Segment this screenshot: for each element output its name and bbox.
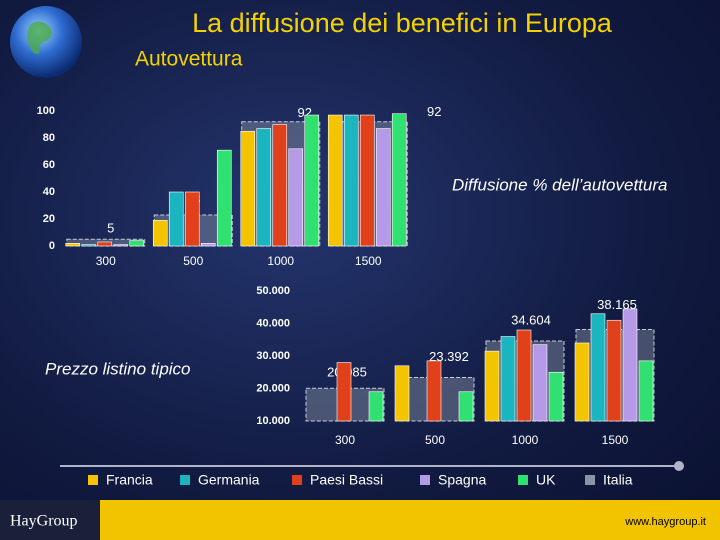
bar xyxy=(375,128,391,247)
footer-bar xyxy=(100,500,720,540)
globe-icon xyxy=(10,6,82,78)
bar xyxy=(368,391,384,422)
data-label: 38.165 xyxy=(597,297,637,312)
bar xyxy=(256,128,272,247)
y-tick-label: 0 xyxy=(49,240,55,252)
bar xyxy=(590,313,606,422)
legend-swatch xyxy=(518,475,528,485)
x-tick-label: 500 xyxy=(183,254,203,268)
x-tick-label: 500 xyxy=(425,433,445,447)
x-tick-label: 300 xyxy=(96,254,116,268)
bar xyxy=(336,362,352,422)
bar xyxy=(516,329,532,422)
data-label: 5 xyxy=(107,221,114,236)
url: www.haygroup.it xyxy=(624,516,706,528)
legend-label: Germania xyxy=(198,472,260,488)
bar xyxy=(129,240,145,247)
legend-label: Francia xyxy=(106,472,153,488)
subtitle: Autovettura xyxy=(135,48,243,71)
annotation: Prezzo listino tipico xyxy=(45,359,191,378)
x-tick-label: 1000 xyxy=(267,254,294,268)
bar xyxy=(391,113,407,247)
y-tick-label: 50.000 xyxy=(256,285,290,297)
legend-label: Italia xyxy=(603,472,633,488)
globe-land xyxy=(27,21,52,55)
logo-box xyxy=(0,500,100,540)
bar xyxy=(240,130,256,247)
title: La diffusione dei benefici in Europa xyxy=(192,8,613,38)
legend-swatch xyxy=(180,475,190,485)
bar xyxy=(200,243,216,247)
bar xyxy=(216,149,232,247)
bar xyxy=(426,360,442,422)
y-tick-label: 40.000 xyxy=(256,317,290,329)
legend-swatch xyxy=(88,475,98,485)
bar xyxy=(548,371,564,422)
y-tick-label: 30.000 xyxy=(256,350,290,362)
data-label: 23.392 xyxy=(429,349,469,364)
bar xyxy=(65,243,81,247)
data-label: 92 xyxy=(427,104,441,119)
bar xyxy=(327,114,343,247)
bar xyxy=(168,191,184,247)
x-tick-label: 300 xyxy=(335,433,355,447)
bar xyxy=(359,114,375,247)
legend-label: Spagna xyxy=(438,472,486,488)
legend-swatch xyxy=(585,475,595,485)
bar xyxy=(97,241,113,247)
bar xyxy=(500,336,516,422)
bar xyxy=(606,319,622,422)
bar xyxy=(184,191,200,247)
bar xyxy=(622,308,638,422)
bar xyxy=(81,244,97,247)
bar xyxy=(152,220,168,247)
bar xyxy=(638,360,654,422)
y-tick-label: 20 xyxy=(43,213,55,225)
bar xyxy=(288,148,304,247)
annotation: Diffusione % dell’autovettura xyxy=(452,175,667,194)
y-tick-label: 10.000 xyxy=(256,415,290,427)
legend-label: UK xyxy=(536,472,556,488)
bar xyxy=(574,342,590,422)
y-tick-label: 40 xyxy=(43,186,55,198)
bar xyxy=(458,391,474,422)
bar xyxy=(113,244,129,247)
bar xyxy=(272,124,288,247)
legend-swatch xyxy=(292,475,302,485)
y-tick-label: 60 xyxy=(43,159,55,171)
bar xyxy=(484,350,500,422)
bar xyxy=(532,344,548,422)
y-tick-label: 80 xyxy=(43,132,55,144)
y-tick-label: 20.000 xyxy=(256,382,290,394)
y-tick-label: 100 xyxy=(37,105,55,117)
legend-rule-dot xyxy=(674,461,684,471)
logo: HayGroup xyxy=(10,513,78,530)
legend-label: Paesi Bassi xyxy=(310,472,383,488)
legend-swatch xyxy=(420,475,430,485)
bar xyxy=(343,114,359,247)
x-tick-label: 1000 xyxy=(512,433,539,447)
data-label: 34.604 xyxy=(511,312,551,327)
x-tick-label: 1500 xyxy=(355,254,382,268)
x-tick-label: 1500 xyxy=(602,433,629,447)
bar xyxy=(394,365,410,422)
bar xyxy=(304,114,320,247)
